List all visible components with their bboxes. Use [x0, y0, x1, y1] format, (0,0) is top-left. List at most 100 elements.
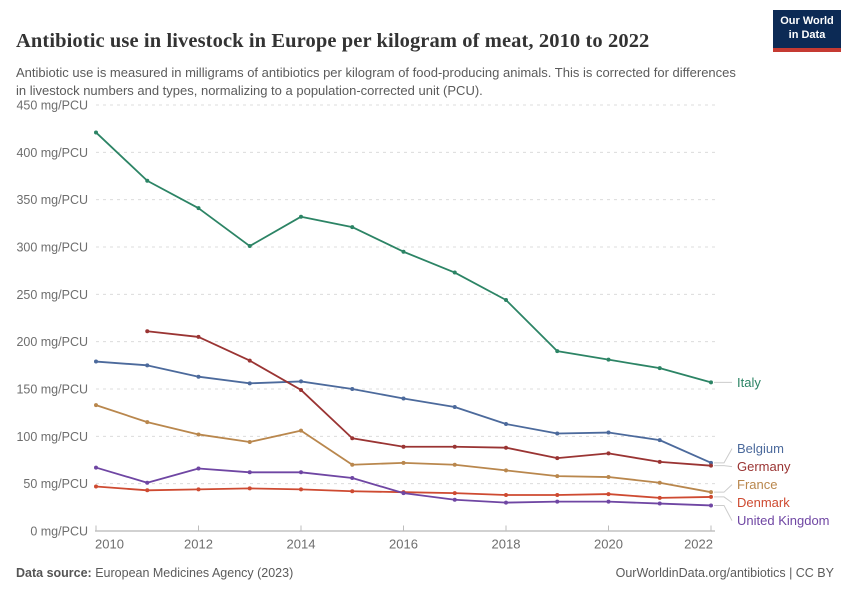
series-point-belgium-2016 [401, 396, 406, 401]
series-point-germany-2019 [555, 456, 560, 461]
series-point-denmark-2021 [657, 495, 662, 500]
series-line-germany[interactable] [146, 330, 712, 467]
y-tick-label-50: 50 mg/PCU [23, 477, 88, 491]
attribution-link[interactable]: OurWorldinData.org/antibiotics | CC BY [615, 566, 834, 580]
series-point-germany-2014 [299, 387, 303, 392]
series-point-italy-2013 [247, 244, 252, 249]
owid-logo-line1: Our World [780, 15, 834, 28]
series-point-germany-2022 [709, 463, 713, 468]
series-point-denmark-2014 [299, 487, 303, 492]
series-point-belgium-2019 [555, 431, 560, 436]
series-point-italy-2016 [401, 249, 406, 254]
x-tick-label-2016: 2016 [389, 537, 418, 552]
series-point-france-2016 [401, 460, 406, 465]
owid-logo[interactable]: Our World in Data [773, 10, 841, 48]
y-tick-label-100: 100 mg/PCU [16, 430, 88, 444]
x-tick-label-2022: 2022 [684, 537, 713, 552]
y-tick-label-250: 250 mg/PCU [16, 288, 88, 302]
series-end-label-united-kingdom[interactable]: United Kingdom [737, 513, 830, 528]
series-point-denmark-2013 [247, 486, 252, 491]
series-point-italy-2018 [504, 298, 508, 303]
series-line-italy[interactable] [95, 131, 712, 384]
series-point-belgium-2014 [299, 379, 303, 384]
y-tick-label-400: 400 mg/PCU [16, 146, 88, 160]
series-point-belgium-2010 [94, 359, 98, 364]
y-tick-label-0: 0 mg/PCU [30, 525, 88, 539]
y-tick-label-350: 350 mg/PCU [16, 193, 88, 207]
end-label-connector-belgium [714, 448, 733, 464]
series-point-belgium-2018 [504, 422, 508, 427]
series-point-denmark-2020 [606, 492, 611, 497]
series-point-france-2010 [94, 403, 98, 408]
owid-logo-accent-bar [773, 48, 841, 52]
series-point-france-2019 [555, 474, 560, 479]
series-point-denmark-2015 [350, 489, 355, 494]
series-point-denmark-2017 [452, 491, 457, 496]
series-point-denmark-2012 [196, 487, 201, 492]
series-point-united-kingdom-2015 [350, 475, 355, 480]
series-point-united-kingdom-2022 [709, 503, 713, 508]
series-point-belgium-2011 [145, 363, 150, 368]
x-tick-label-2018: 2018 [492, 537, 521, 552]
series-point-united-kingdom-2011 [145, 480, 150, 485]
series-end-label-belgium[interactable]: Belgium [737, 441, 784, 456]
series-point-united-kingdom-2021 [657, 501, 662, 506]
series-point-belgium-2012 [196, 374, 201, 379]
series-end-label-france[interactable]: France [737, 477, 777, 492]
series-end-label-germany[interactable]: Germany [737, 459, 791, 474]
end-label-connector-france [714, 484, 733, 493]
series-point-france-2011 [145, 420, 150, 425]
series-point-france-2012 [196, 432, 201, 437]
series-end-label-italy[interactable]: Italy [737, 375, 761, 390]
data-source-text: European Medicines Agency (2023) [91, 566, 294, 580]
series-point-germany-2015 [350, 436, 355, 441]
series-point-germany-2013 [247, 358, 252, 363]
series-point-belgium-2020 [606, 430, 611, 435]
x-tick-label-2014: 2014 [287, 537, 316, 552]
series-point-italy-2022 [709, 380, 713, 385]
series-point-italy-2019 [555, 349, 560, 354]
y-tick-label-150: 150 mg/PCU [16, 383, 88, 397]
series-point-france-2015 [350, 462, 355, 467]
series-point-belgium-2013 [247, 381, 252, 386]
series-point-germany-2021 [657, 459, 662, 464]
series-point-germany-2011 [145, 329, 150, 334]
series-point-italy-2017 [452, 270, 457, 275]
series-end-label-denmark[interactable]: Denmark [737, 495, 790, 510]
series-line-united-kingdom[interactable] [95, 466, 712, 507]
series-point-denmark-2018 [504, 493, 508, 498]
y-tick-label-450: 450 mg/PCU [16, 99, 88, 113]
series-point-belgium-2017 [452, 404, 457, 409]
series-point-france-2021 [657, 480, 662, 485]
series-point-belgium-2021 [657, 438, 662, 443]
end-label-connector-germany [714, 465, 733, 468]
series-point-denmark-2019 [555, 493, 560, 498]
series-point-united-kingdom-2018 [504, 500, 508, 505]
series-point-germany-2012 [196, 334, 201, 339]
series-point-france-2014 [299, 428, 303, 433]
series-point-germany-2017 [452, 444, 457, 449]
series-point-france-2018 [504, 468, 508, 473]
series-point-france-2022 [709, 490, 713, 495]
series-point-italy-2021 [657, 366, 662, 371]
series-point-germany-2018 [504, 445, 508, 450]
series-point-germany-2016 [401, 444, 406, 449]
y-tick-label-300: 300 mg/PCU [16, 241, 88, 255]
series-point-germany-2020 [606, 451, 611, 456]
series-point-italy-2011 [145, 178, 150, 183]
data-source-label: Data source: [16, 566, 92, 580]
page-title: Antibiotic use in livestock in Europe pe… [16, 29, 650, 52]
series-point-italy-2015 [350, 225, 355, 230]
series-point-france-2017 [452, 462, 457, 467]
series-point-united-kingdom-2010 [94, 465, 98, 470]
series-point-italy-2012 [196, 206, 201, 211]
series-point-belgium-2022 [709, 460, 713, 465]
x-tick-label-2010: 2010 [95, 537, 124, 552]
y-tick-label-200: 200 mg/PCU [16, 335, 88, 349]
chart-footer: Data source: European Medicines Agency (… [16, 566, 834, 580]
series-point-united-kingdom-2013 [247, 470, 252, 475]
end-label-connector-united-kingdom [714, 504, 733, 521]
series-point-united-kingdom-2019 [555, 499, 560, 504]
